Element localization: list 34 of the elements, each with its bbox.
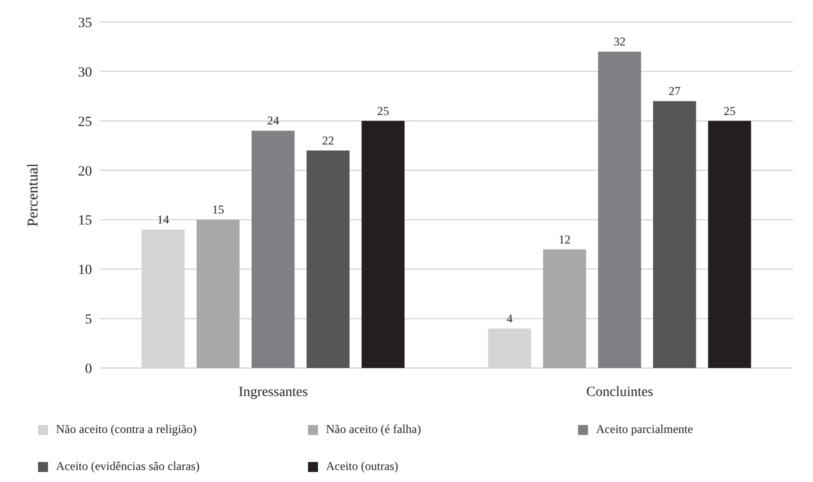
data-label: 12 [558, 232, 571, 246]
bar [598, 52, 642, 368]
data-label: 25 [724, 104, 736, 118]
x-tick-label: Concluintes [586, 384, 654, 400]
x-tick-label: Ingressantes [238, 384, 308, 400]
data-label: 27 [668, 84, 681, 98]
legend-label: Não aceito (contra a religião) [56, 422, 197, 437]
bar [306, 150, 350, 368]
y-axis-title: Percentual [25, 163, 42, 227]
bar [196, 220, 240, 368]
bar [543, 249, 586, 368]
y-tick-label: 35 [78, 16, 92, 31]
data-label: 4 [506, 311, 513, 326]
legend-label: Aceito parcialmente [596, 422, 693, 437]
bar [708, 120, 752, 368]
y-tick-label: 10 [78, 263, 92, 278]
legend-label: Aceito (outras) [326, 459, 398, 474]
bar [653, 101, 696, 368]
bar [252, 130, 295, 368]
y-tick-label: 15 [78, 214, 92, 229]
data-label: 22 [322, 134, 334, 148]
data-label: 24 [267, 114, 280, 128]
legend-label: Aceito (evidências são claras) [56, 459, 200, 474]
y-tick-label: 20 [78, 164, 92, 180]
legend-label: Não aceito (é falha) [326, 422, 421, 437]
y-tick-label: 5 [85, 312, 92, 328]
data-label: 32 [614, 34, 626, 49]
data-label: 14 [157, 212, 170, 227]
data-label: 25 [377, 104, 390, 118]
y-tick-label: 25 [78, 114, 92, 130]
y-tick-label: 0 [85, 362, 92, 377]
data-label: 15 [212, 202, 224, 217]
bar [362, 120, 405, 368]
y-tick-label: 30 [78, 65, 92, 80]
